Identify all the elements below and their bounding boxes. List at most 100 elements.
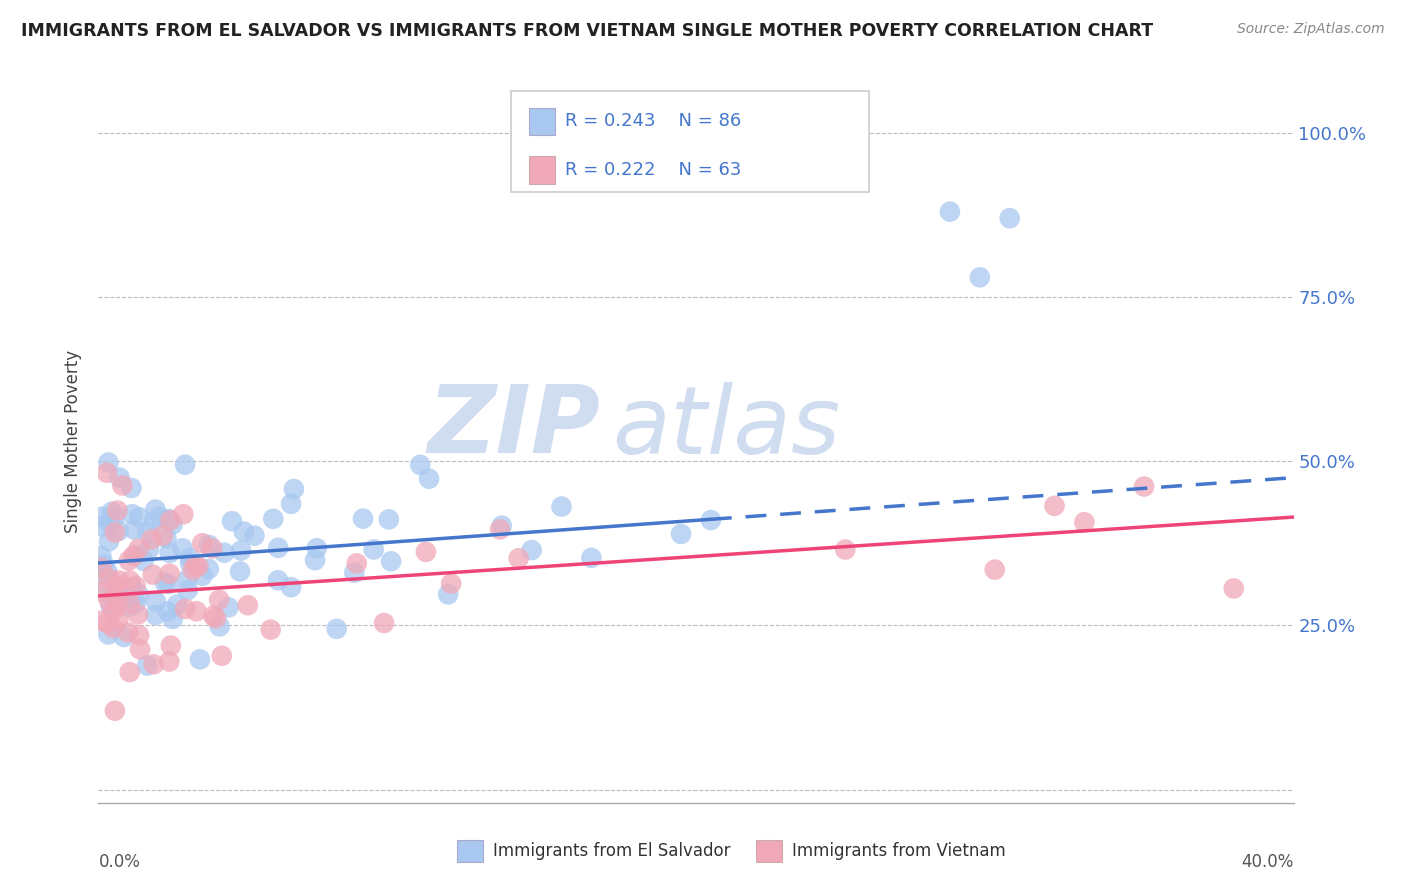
Point bbox=[90, 584, 112, 599]
Point bbox=[155, 531, 177, 545]
Point bbox=[118, 599, 141, 614]
Point bbox=[437, 587, 460, 601]
Bar bbox=[457, 840, 484, 862]
Point bbox=[104, 704, 127, 718]
Point bbox=[174, 602, 197, 616]
Point bbox=[939, 204, 962, 219]
Point bbox=[176, 583, 198, 598]
Text: atlas: atlas bbox=[613, 382, 841, 473]
Text: 40.0%: 40.0% bbox=[1241, 854, 1294, 871]
Point bbox=[581, 550, 603, 565]
Point bbox=[124, 523, 146, 537]
Point bbox=[179, 556, 201, 570]
Point bbox=[221, 514, 243, 528]
Point bbox=[669, 527, 692, 541]
Point bbox=[260, 623, 283, 637]
Point bbox=[202, 608, 225, 623]
Point bbox=[520, 543, 543, 558]
Point bbox=[201, 541, 224, 556]
Point bbox=[162, 612, 184, 626]
Point bbox=[124, 579, 146, 593]
Point bbox=[214, 546, 236, 560]
Point bbox=[172, 507, 194, 521]
Point bbox=[100, 505, 122, 519]
Point bbox=[111, 478, 134, 492]
Text: ZIP: ZIP bbox=[427, 381, 600, 473]
Point bbox=[191, 536, 214, 550]
Point bbox=[107, 599, 129, 614]
Point bbox=[90, 549, 112, 563]
Point bbox=[121, 481, 143, 495]
Point bbox=[262, 512, 284, 526]
Point bbox=[157, 655, 180, 669]
Point bbox=[166, 598, 188, 612]
Point bbox=[343, 566, 366, 580]
Point bbox=[218, 600, 240, 615]
Point bbox=[181, 563, 204, 577]
Point bbox=[141, 533, 163, 547]
Point bbox=[283, 482, 305, 496]
Point bbox=[1223, 582, 1246, 596]
Point bbox=[103, 621, 125, 635]
Text: IMMIGRANTS FROM EL SALVADOR VS IMMIGRANTS FROM VIETNAM SINGLE MOTHER POVERTY COR: IMMIGRANTS FROM EL SALVADOR VS IMMIGRANT… bbox=[21, 22, 1153, 40]
Point bbox=[157, 512, 180, 526]
Point bbox=[90, 561, 112, 575]
Point bbox=[103, 509, 125, 524]
Point bbox=[378, 512, 401, 526]
Point bbox=[142, 657, 165, 672]
Point bbox=[346, 557, 368, 571]
Point bbox=[363, 542, 385, 557]
Point bbox=[118, 574, 141, 588]
Point bbox=[136, 658, 159, 673]
Point bbox=[205, 611, 228, 625]
Point bbox=[198, 538, 221, 552]
Point bbox=[136, 525, 159, 540]
Point bbox=[491, 518, 513, 533]
Point bbox=[112, 630, 135, 644]
Point bbox=[1133, 479, 1156, 493]
Point bbox=[984, 563, 1007, 577]
Bar bbox=[529, 156, 555, 184]
Point bbox=[373, 615, 395, 630]
Text: Immigrants from El Salvador: Immigrants from El Salvador bbox=[494, 842, 730, 860]
Point bbox=[188, 652, 211, 666]
Point bbox=[380, 554, 402, 568]
Point bbox=[1073, 515, 1095, 529]
Point bbox=[998, 211, 1021, 226]
Point bbox=[100, 599, 122, 614]
Text: Source: ZipAtlas.com: Source: ZipAtlas.com bbox=[1237, 22, 1385, 37]
Point bbox=[98, 516, 121, 530]
Point bbox=[98, 572, 121, 586]
Point bbox=[145, 502, 167, 516]
Point bbox=[153, 575, 176, 590]
Point bbox=[208, 592, 231, 607]
Point bbox=[90, 509, 112, 524]
Point bbox=[409, 458, 432, 472]
Point bbox=[145, 594, 167, 608]
Point bbox=[96, 564, 118, 578]
Point bbox=[834, 542, 856, 557]
Point bbox=[107, 583, 129, 598]
Point bbox=[117, 625, 139, 640]
Point bbox=[177, 572, 200, 586]
Point bbox=[96, 616, 118, 631]
Point bbox=[236, 598, 259, 612]
Point bbox=[121, 507, 143, 521]
Point bbox=[152, 528, 174, 542]
Text: 0.0%: 0.0% bbox=[98, 854, 141, 871]
Point bbox=[142, 515, 165, 529]
Point bbox=[96, 466, 118, 480]
Point bbox=[159, 566, 181, 581]
Point bbox=[128, 628, 150, 642]
Point bbox=[162, 517, 184, 532]
Point bbox=[550, 500, 572, 514]
FancyBboxPatch shape bbox=[510, 91, 869, 193]
Point bbox=[280, 497, 302, 511]
Point bbox=[243, 529, 266, 543]
Point bbox=[159, 546, 181, 560]
Point bbox=[127, 607, 149, 622]
Point bbox=[128, 588, 150, 602]
Point bbox=[489, 523, 512, 537]
Point bbox=[159, 513, 181, 527]
Point bbox=[172, 541, 194, 556]
